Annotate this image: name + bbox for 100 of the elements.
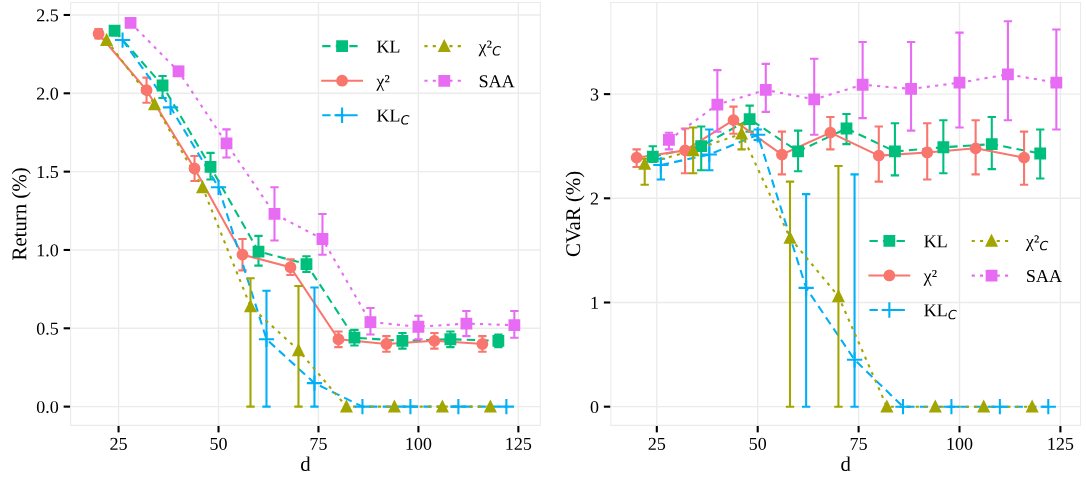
x-axis-title: d — [301, 456, 311, 472]
point — [188, 162, 201, 175]
x-tick-label: 100 — [406, 437, 432, 450]
x-axis-title: d — [841, 456, 851, 472]
legend-label: SAA — [1027, 269, 1062, 283]
y-tick-label: 2.5 — [37, 9, 59, 22]
x-tick-label: 100 — [947, 437, 973, 450]
point — [412, 320, 425, 333]
y-tick-label: 1.5 — [37, 165, 59, 179]
point — [316, 233, 329, 245]
legend-label: SAA — [479, 75, 515, 88]
point — [161, 98, 180, 117]
point — [824, 126, 837, 139]
point — [797, 279, 815, 297]
point — [749, 126, 767, 144]
point — [353, 397, 372, 416]
point — [196, 181, 209, 194]
point — [140, 84, 153, 97]
point — [436, 400, 449, 413]
point — [808, 93, 821, 106]
legend-label: χ²$_{C}$ — [478, 40, 501, 57]
x-tick-label: 50 — [210, 437, 227, 450]
point — [727, 114, 740, 127]
point — [985, 138, 998, 151]
point — [687, 144, 700, 157]
x-tick-label: 75 — [310, 437, 327, 450]
point — [148, 98, 161, 111]
x-tick-label: 75 — [850, 437, 867, 450]
point — [792, 145, 804, 158]
point — [340, 400, 353, 413]
point — [460, 317, 473, 330]
y-tick-label: 0 — [590, 400, 599, 414]
point — [700, 145, 718, 164]
point — [977, 400, 990, 413]
point — [305, 374, 324, 392]
point — [735, 127, 748, 140]
legend-label: χ² — [376, 75, 390, 91]
point — [630, 151, 643, 164]
point — [113, 31, 132, 49]
x-tick-label: 25 — [110, 437, 127, 450]
point — [1039, 398, 1057, 416]
point — [172, 65, 185, 78]
y-axis-title: CVaR (%) — [565, 171, 585, 257]
point — [889, 145, 901, 158]
point — [880, 400, 893, 413]
point — [845, 351, 864, 369]
point — [484, 400, 497, 413]
y-tick-label: 1.0 — [37, 244, 59, 257]
point — [1002, 68, 1014, 81]
point — [969, 142, 982, 155]
point — [508, 319, 521, 332]
legend-label: KL — [924, 235, 947, 248]
point — [646, 150, 659, 163]
point — [905, 83, 917, 95]
point — [929, 400, 942, 413]
point — [244, 300, 257, 313]
point — [776, 148, 788, 161]
point — [292, 344, 305, 357]
point — [124, 16, 137, 29]
y-axis-title: Return (%) — [11, 168, 31, 260]
point — [942, 398, 961, 416]
point — [257, 330, 276, 348]
point — [743, 113, 756, 126]
legend-label: KL$_{C}$ — [376, 109, 410, 125]
point — [449, 397, 468, 416]
point — [663, 134, 675, 146]
point — [937, 141, 950, 154]
point — [872, 149, 885, 162]
point — [953, 76, 966, 89]
legend-label: χ²$_{C}$ — [1025, 235, 1049, 252]
point — [1018, 151, 1030, 164]
y-tick-label: 1 — [591, 296, 598, 309]
point — [156, 79, 169, 92]
point — [1050, 76, 1063, 89]
point — [840, 122, 853, 135]
point — [921, 146, 934, 159]
point — [1026, 400, 1039, 413]
point — [401, 397, 420, 416]
legend-label: KL$_{C}$ — [924, 304, 957, 320]
x-tick-label: 125 — [506, 437, 532, 450]
point — [1034, 147, 1047, 160]
y-tick-label: 0.0 — [36, 400, 59, 414]
point — [100, 34, 113, 46]
point — [268, 208, 281, 220]
point — [784, 232, 796, 244]
y-tick-label: 2 — [590, 192, 599, 205]
point — [894, 398, 912, 416]
point — [497, 397, 516, 416]
legend-label: KL — [376, 40, 400, 53]
point — [252, 245, 265, 258]
point — [711, 98, 724, 111]
point — [991, 398, 1009, 416]
point — [220, 137, 233, 150]
x-tick-label: 25 — [648, 437, 666, 450]
point — [759, 84, 772, 96]
y-tick-label: 0.5 — [36, 322, 59, 335]
point — [364, 316, 377, 328]
point — [638, 158, 651, 170]
point — [204, 161, 217, 173]
legend-label: χ² — [923, 269, 937, 286]
